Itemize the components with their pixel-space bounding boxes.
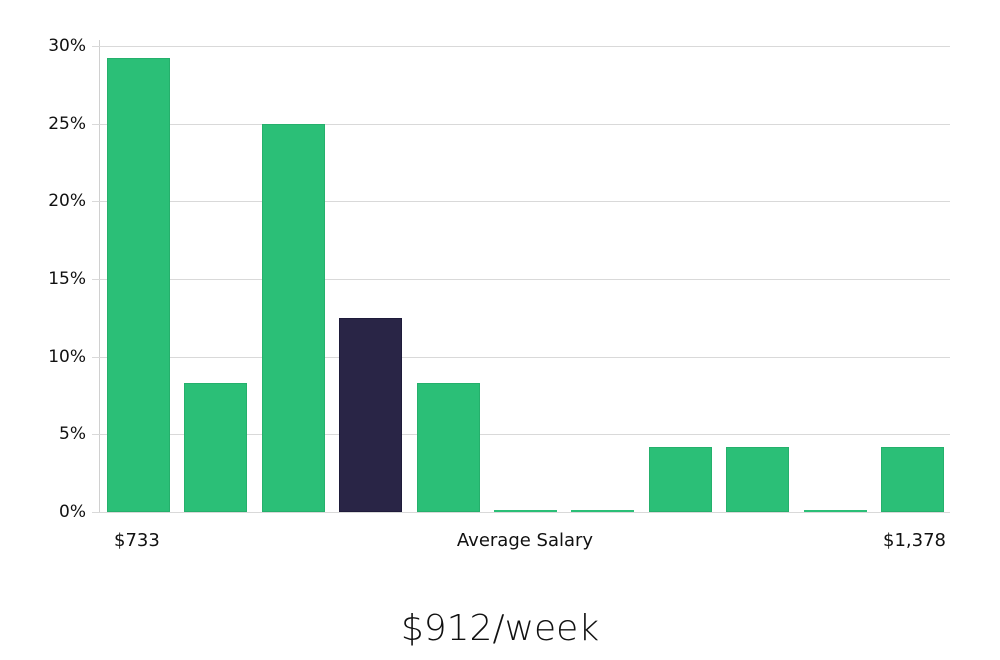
- y-axis-line: [99, 40, 100, 513]
- bar: [107, 58, 170, 512]
- gridline: [92, 46, 950, 47]
- y-tick-label: 15%: [48, 269, 86, 289]
- gridline: [92, 124, 950, 125]
- y-tick-label: 20%: [48, 191, 86, 211]
- x-axis-max-label: $1,378: [883, 530, 946, 551]
- salary-histogram: 0% 5% 10% 15% 20% 25% 30% $733 Average Salary …: [48, 36, 950, 551]
- y-tick-label: 10%: [48, 347, 86, 367]
- gridline: [92, 434, 950, 435]
- y-tick-label: 25%: [48, 114, 86, 134]
- y-tick-label: 5%: [59, 424, 86, 444]
- bar: [881, 447, 944, 512]
- x-axis-title: Average Salary: [456, 530, 594, 551]
- gridline: [92, 201, 950, 202]
- average-salary-value: $912/week: [400, 608, 600, 649]
- bar-highlighted: [339, 318, 402, 512]
- gridline: [92, 279, 950, 280]
- bar: [649, 447, 712, 512]
- bar: [184, 383, 247, 512]
- y-tick-label: 0%: [59, 502, 86, 522]
- x-axis-min-label: $733: [114, 530, 160, 551]
- gridline: [92, 357, 950, 358]
- bar: [726, 447, 789, 512]
- gridline: [92, 512, 950, 513]
- bar: [571, 510, 634, 512]
- bar: [417, 383, 480, 512]
- bar: [494, 510, 557, 512]
- bar: [262, 124, 325, 512]
- bar: [804, 510, 867, 512]
- y-tick-label: 30%: [48, 36, 86, 56]
